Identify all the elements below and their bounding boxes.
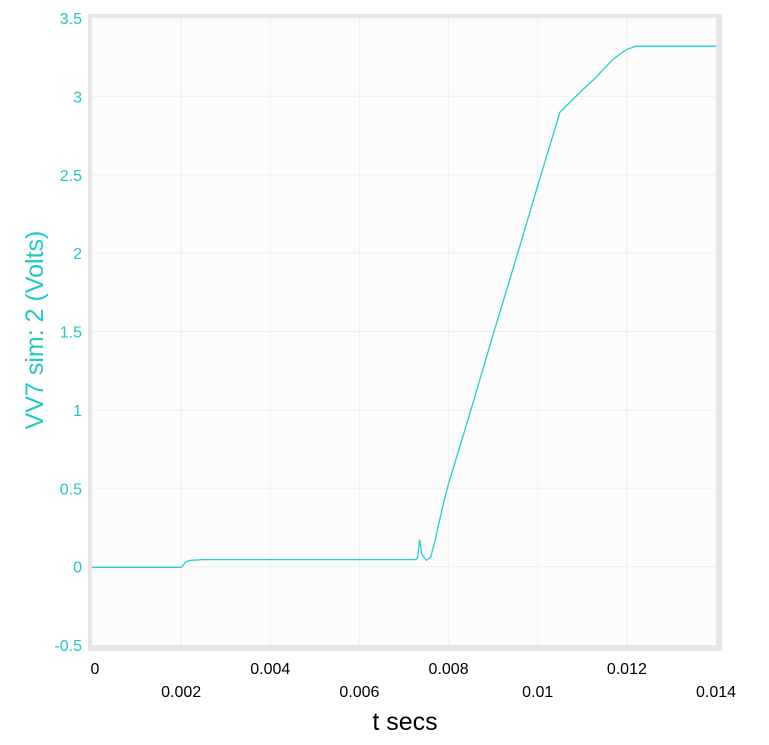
y-tick-label: 2.5: [60, 168, 82, 185]
x-tick-label: 0.004: [250, 661, 290, 678]
y-axis-ticks: -0.5 0 0.5 1 1.5 2 2.5 3 3.5: [54, 11, 82, 655]
x-tick-label: 0.012: [607, 661, 647, 678]
x-tick-label: 0.006: [339, 684, 379, 701]
x-axis-label: t secs: [372, 708, 437, 736]
y-tick-label: 1.5: [60, 325, 82, 342]
series-line-vv7: [92, 45, 716, 569]
y-tick-label: 0: [73, 560, 82, 577]
x-axis-ticks: 0 0.002 0.004 0.006 0.008 0.01 0.012 0.014: [91, 661, 737, 701]
y-tick-label: -0.5: [54, 638, 82, 655]
y-tick-label: 0.5: [60, 481, 82, 498]
y-axis-label: VV7 sim: 2 (Volts): [21, 231, 49, 430]
x-tick-label: 0.002: [161, 684, 201, 701]
y-tick-label: 3: [73, 89, 82, 106]
x-tick-label: 0.008: [429, 661, 469, 678]
y-tick-label: 2: [73, 246, 82, 263]
x-tick-label: 0: [91, 661, 100, 678]
x-tick-label: 0.01: [522, 684, 553, 701]
y-tick-label: 3.5: [60, 11, 82, 28]
y-tick-label: 1: [73, 403, 82, 420]
grid-lines: [92, 18, 716, 645]
x-tick-label: 0.014: [696, 684, 736, 701]
